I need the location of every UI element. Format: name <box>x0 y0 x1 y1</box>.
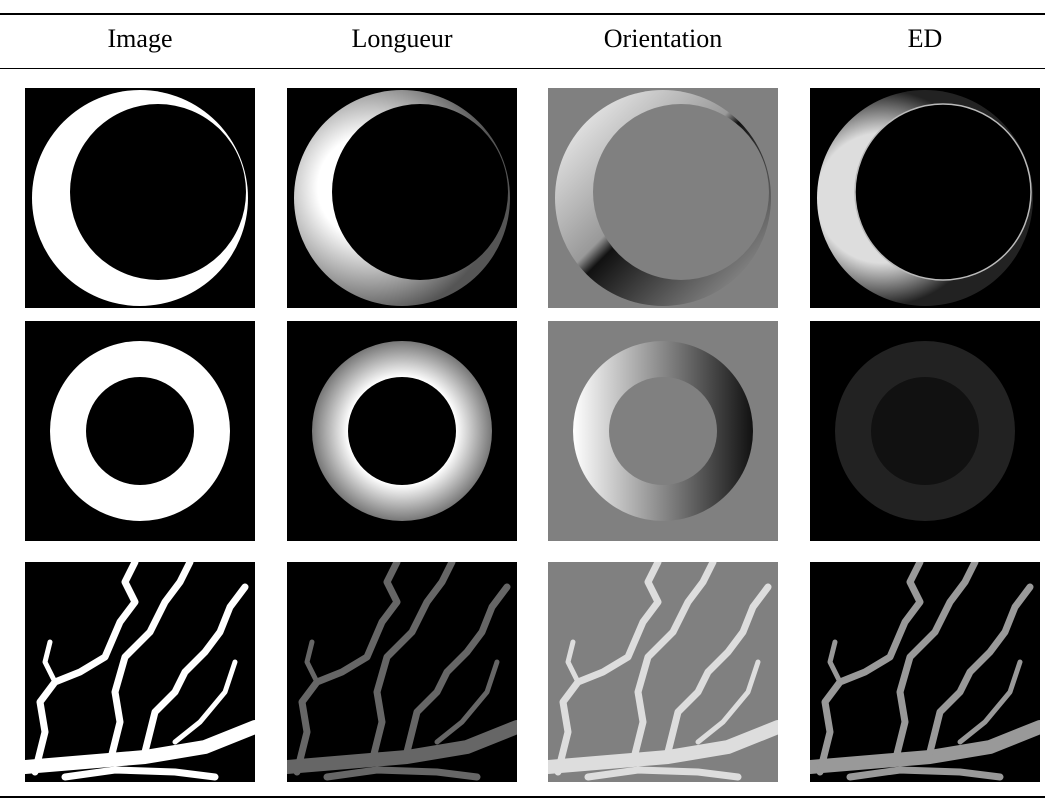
column-header: Image <box>107 24 173 53</box>
image-shape <box>25 562 255 782</box>
image-shape <box>593 104 769 280</box>
image-ring <box>25 321 255 541</box>
length-vessels <box>287 562 517 782</box>
orientation-vessels <box>548 562 778 782</box>
image-shape <box>854 103 1032 281</box>
ed-vessels <box>810 562 1040 782</box>
image-shape <box>548 562 778 782</box>
length-crescent <box>287 88 517 308</box>
image-shape <box>810 562 1040 782</box>
orientation-crescent <box>548 88 778 308</box>
image-shape <box>609 377 717 485</box>
image-shape <box>348 377 456 485</box>
image-crescent <box>25 88 255 308</box>
column-header: Longueur <box>351 24 453 53</box>
image-shape <box>70 104 246 280</box>
image-shape <box>86 377 194 485</box>
column-header: ED <box>907 24 943 53</box>
top-rule <box>0 13 1045 15</box>
length-ring <box>287 321 517 541</box>
ed-crescent <box>810 88 1040 308</box>
ed-ring <box>810 321 1040 541</box>
mid-rule <box>0 68 1045 69</box>
image-shape <box>332 104 508 280</box>
bottom-rule <box>0 796 1045 798</box>
column-header: Orientation <box>603 24 723 53</box>
image-vessels <box>25 562 255 782</box>
image-shape <box>287 562 517 782</box>
orientation-ring <box>548 321 778 541</box>
image-shape <box>871 377 979 485</box>
